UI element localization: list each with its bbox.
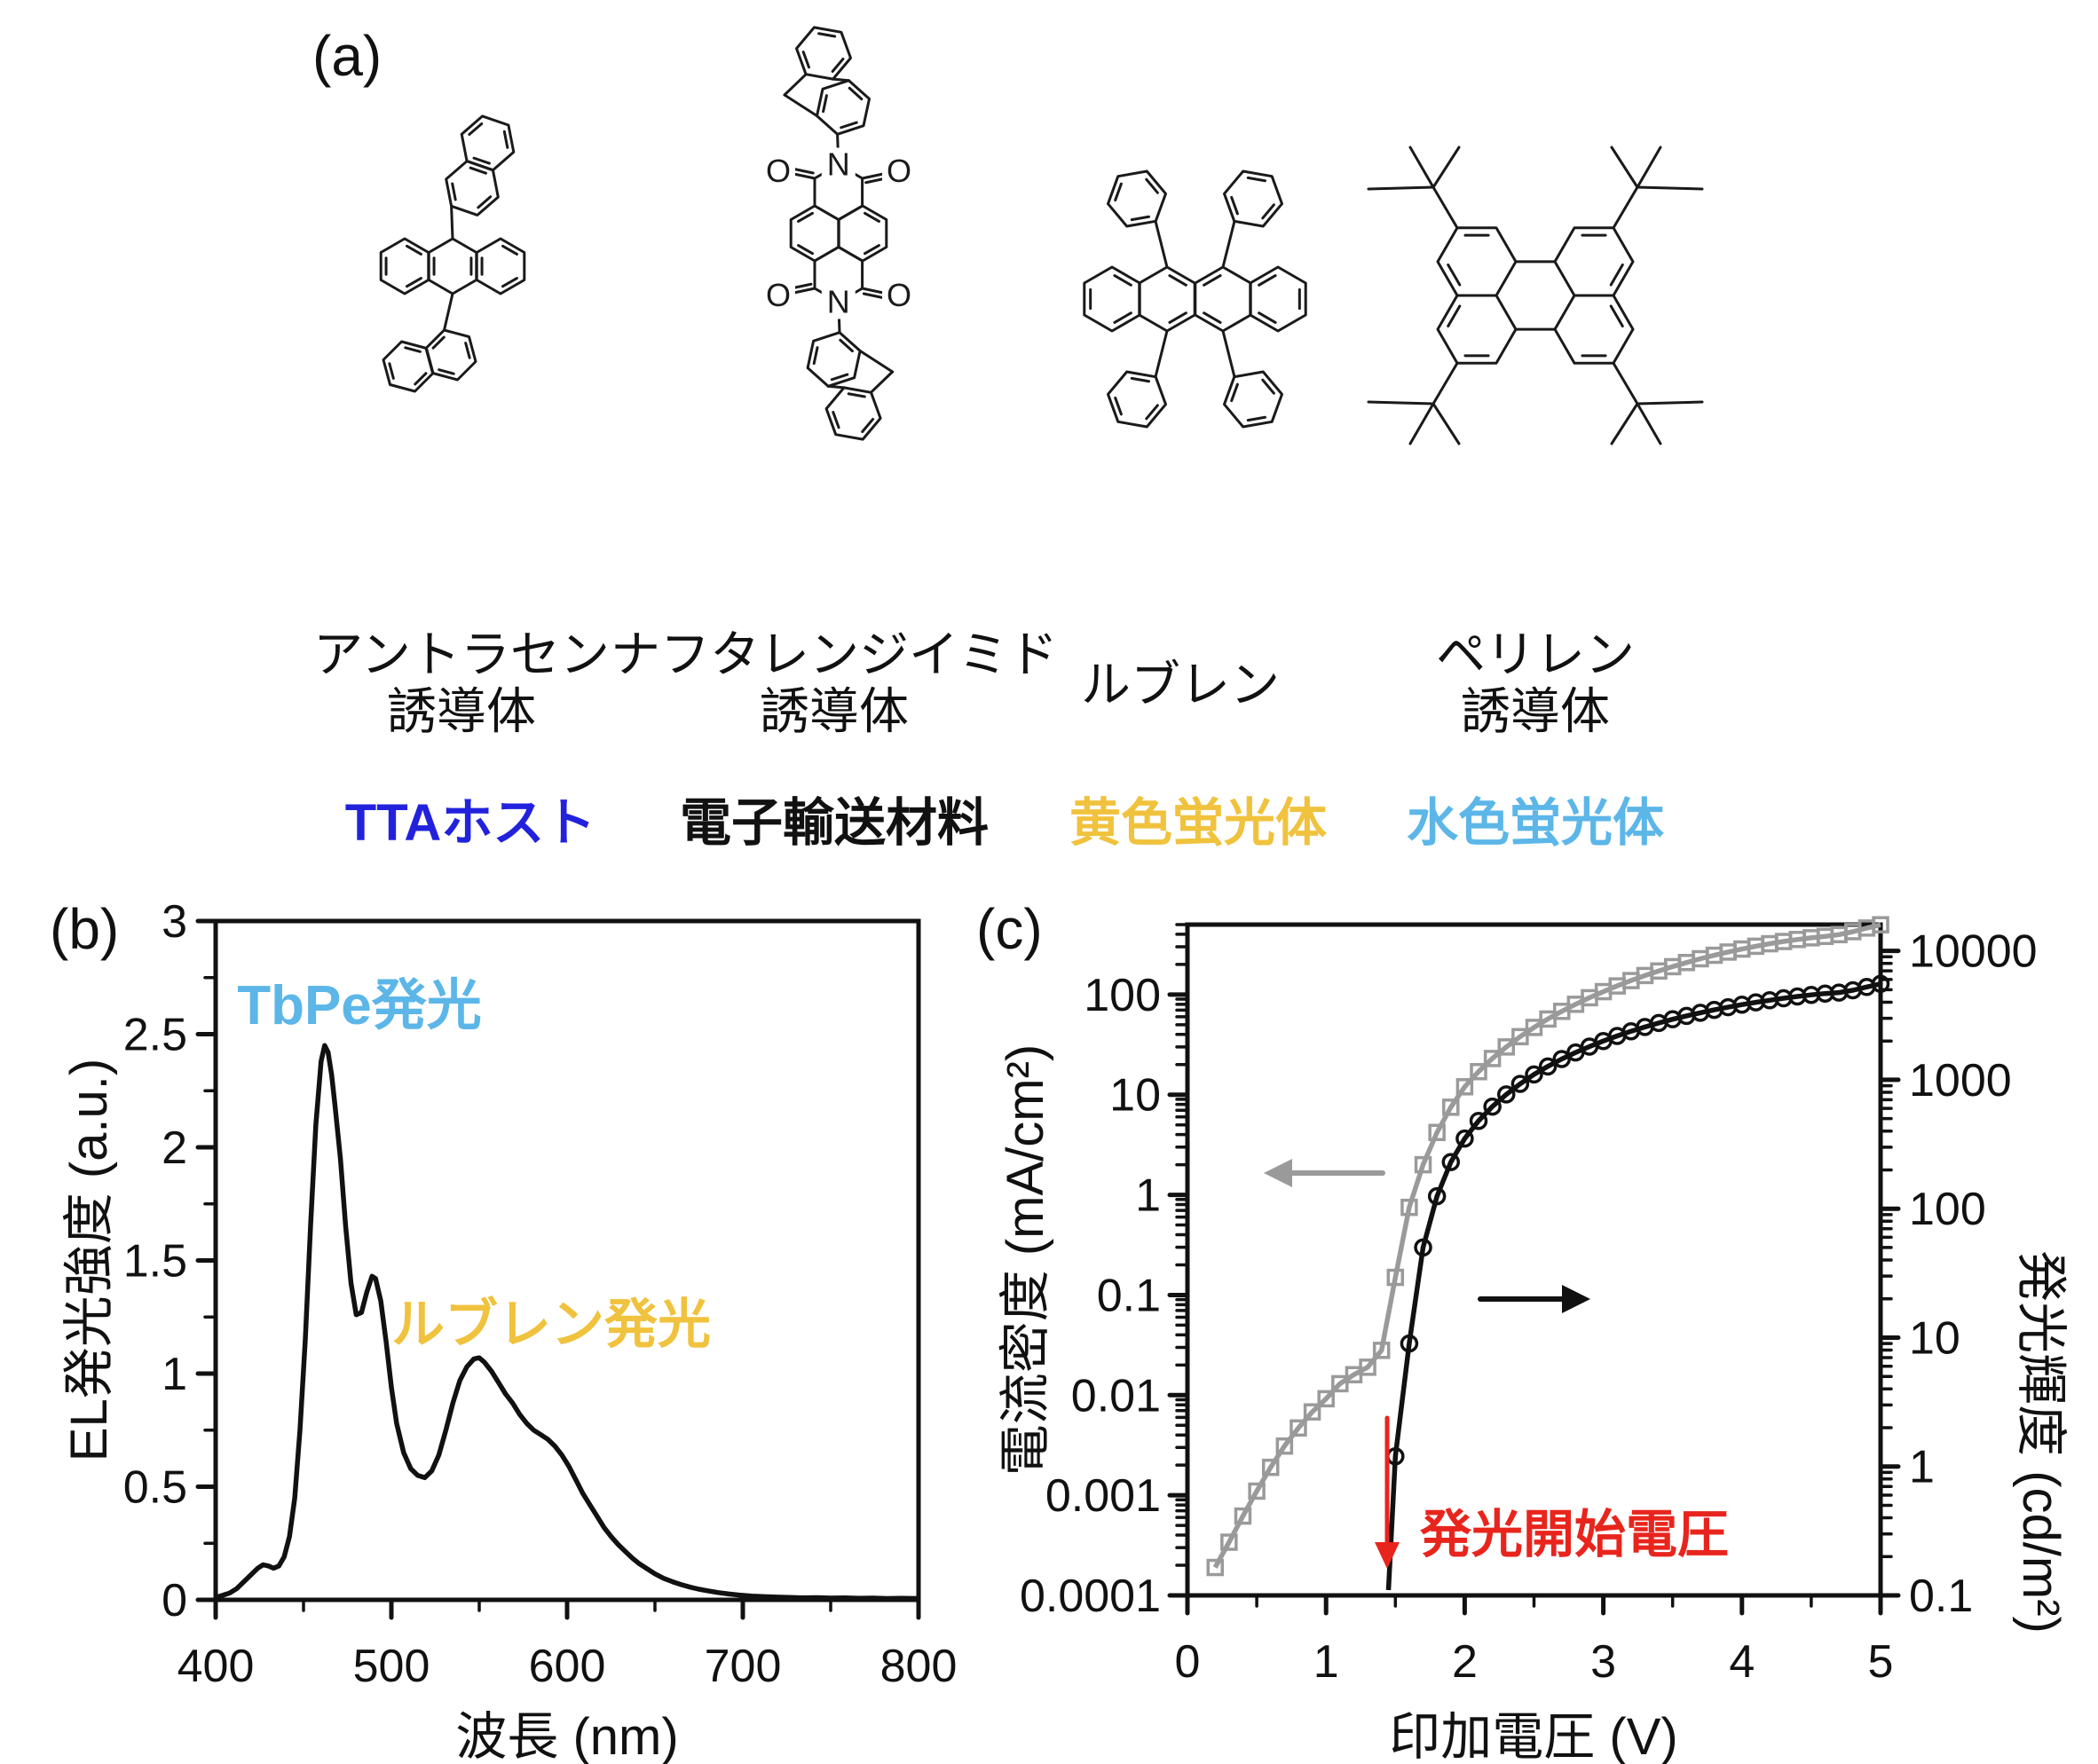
role-cyan-fluorophore: 水色蛍光体 xyxy=(1406,794,1665,852)
svg-text:10000: 10000 xyxy=(1909,926,2038,978)
svg-text:400: 400 xyxy=(177,1641,255,1692)
svg-text:100: 100 xyxy=(1909,1184,1986,1235)
svg-text:0: 0 xyxy=(1175,1636,1201,1688)
role-electron-transport: 電子輸送材料 xyxy=(679,794,990,852)
svg-text:600: 600 xyxy=(529,1641,606,1692)
svg-text:0.1: 0.1 xyxy=(1909,1571,1973,1622)
svg-text:3: 3 xyxy=(1590,1636,1616,1688)
chart-c-xlabel: 印加電圧 (V) xyxy=(1389,1708,1678,1764)
svg-text:1: 1 xyxy=(162,1349,187,1400)
chart-c-ylabel-left: 電流密度 (mA/cm²) xyxy=(997,1043,1054,1477)
svg-text:4: 4 xyxy=(1729,1636,1755,1688)
svg-text:0.01: 0.01 xyxy=(1071,1370,1161,1421)
svg-text:700: 700 xyxy=(705,1641,782,1692)
svg-text:1.5: 1.5 xyxy=(123,1236,187,1288)
svg-text:2: 2 xyxy=(162,1122,187,1174)
svg-text:0.1: 0.1 xyxy=(1097,1270,1161,1321)
annotation-rubrene-emission: ルブレン発光 xyxy=(391,1295,711,1354)
svg-text:1: 1 xyxy=(1909,1442,1935,1493)
svg-text:1: 1 xyxy=(1135,1170,1161,1222)
rubrene-structure xyxy=(1083,169,1307,429)
chart-c-ylabel-right: 発光輝度 (cd/m²) xyxy=(2012,1250,2070,1634)
svg-text:0.001: 0.001 xyxy=(1045,1470,1161,1522)
svg-text:O: O xyxy=(766,277,791,313)
svg-text:1: 1 xyxy=(1313,1636,1339,1688)
svg-text:2: 2 xyxy=(1452,1636,1478,1688)
red-turn-on-arrow xyxy=(1375,1415,1400,1569)
anthracene-derivative-structure xyxy=(379,114,526,393)
panel-a-label: (a) xyxy=(312,24,383,88)
panel-b-label: (b) xyxy=(50,897,120,961)
naphthalene-diimide-derivative-structure: NNO OO O xyxy=(761,26,916,441)
svg-text:10: 10 xyxy=(1909,1312,1960,1364)
panel-c-label: (c) xyxy=(976,897,1043,961)
chart-c: 0 1 2 3 4 5 0.0001 0.001 0.01 0.1 1 10 100 0.1 1 10 100 1… xyxy=(1020,916,2038,1688)
svg-text:3: 3 xyxy=(162,896,187,948)
chart-b-ylabel: EL発光強度 (a.u.) xyxy=(60,1058,118,1462)
svg-text:N: N xyxy=(827,284,850,320)
chart-b-xlabel: 波長 (nm) xyxy=(455,1708,679,1764)
gray-left-arrow xyxy=(1264,1159,1385,1187)
svg-text:N: N xyxy=(827,146,850,183)
svg-text:500: 500 xyxy=(353,1641,430,1692)
chart-b: 400 500 600 700 800 0 0.5 1 1.5 2 2.5 3 xyxy=(123,896,958,1692)
black-right-arrow xyxy=(1478,1285,1590,1313)
svg-text:5: 5 xyxy=(1868,1636,1894,1688)
svg-text:10: 10 xyxy=(1109,1070,1161,1122)
compound-name-perylene: ペリレン 誘導体 xyxy=(1436,626,1635,739)
role-tta-host: TTAホスト xyxy=(344,794,596,852)
svg-text:0: 0 xyxy=(162,1575,187,1626)
svg-text:100: 100 xyxy=(1084,970,1161,1021)
svg-text:1000: 1000 xyxy=(1909,1055,2012,1106)
compound-name-rubrene: ルブレン xyxy=(1081,657,1280,713)
svg-text:0.0001: 0.0001 xyxy=(1020,1571,1161,1622)
annotation-tbpe-emission: TbPe発光 xyxy=(237,975,482,1036)
svg-text:O: O xyxy=(887,153,911,189)
svg-text:800: 800 xyxy=(880,1641,958,1692)
svg-text:2.5: 2.5 xyxy=(123,1010,187,1061)
role-yellow-fluorophore: 黄色蛍光体 xyxy=(1069,794,1328,852)
annotation-turn-on-voltage: 発光開始電圧 xyxy=(1420,1506,1730,1563)
compound-name-ndi: ナフタレンジイミド 誘導体 xyxy=(611,626,1058,739)
svg-text:O: O xyxy=(766,153,791,189)
compound-name-anthracene: アントラセン 誘導体 xyxy=(313,626,610,739)
svg-text:0.5: 0.5 xyxy=(123,1462,187,1514)
perylene-derivative-structure xyxy=(1367,146,1704,445)
svg-text:O: O xyxy=(887,277,911,313)
